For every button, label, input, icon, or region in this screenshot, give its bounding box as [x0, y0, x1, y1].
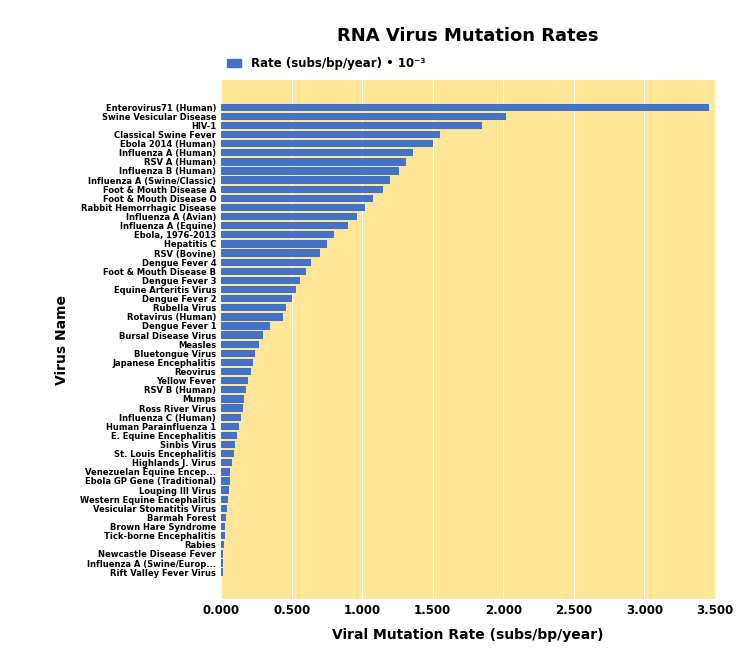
Bar: [221, 240, 327, 248]
Bar: [221, 332, 263, 339]
Bar: [221, 167, 399, 174]
Bar: [221, 194, 374, 202]
Bar: [221, 396, 244, 402]
Bar: [221, 541, 224, 548]
Bar: [221, 222, 348, 229]
Bar: [221, 414, 241, 421]
Bar: [221, 103, 709, 111]
Bar: [221, 350, 255, 357]
Bar: [221, 176, 391, 184]
Bar: [221, 441, 235, 448]
Bar: [221, 569, 223, 576]
Bar: [221, 496, 228, 503]
Y-axis label: Virus Name: Virus Name: [55, 294, 69, 385]
Bar: [221, 140, 433, 147]
Bar: [221, 113, 506, 120]
Bar: [221, 231, 334, 238]
Bar: [221, 513, 226, 521]
Bar: [221, 377, 248, 384]
Bar: [221, 131, 440, 138]
Bar: [221, 340, 259, 348]
Bar: [221, 122, 482, 129]
Bar: [221, 523, 226, 530]
Bar: [221, 486, 229, 494]
Bar: [221, 186, 383, 193]
Bar: [221, 277, 300, 284]
Bar: [221, 478, 229, 485]
Bar: [221, 249, 320, 256]
Bar: [221, 304, 286, 312]
Bar: [221, 450, 234, 458]
Bar: [221, 258, 312, 266]
Bar: [221, 432, 237, 439]
Bar: [221, 559, 223, 567]
Bar: [221, 149, 413, 157]
Bar: [221, 468, 230, 476]
Legend: Rate (subs/bp/year) • 10⁻³: Rate (subs/bp/year) • 10⁻³: [227, 57, 425, 70]
Bar: [221, 404, 243, 412]
Bar: [221, 550, 223, 557]
Bar: [221, 386, 245, 394]
Bar: [221, 423, 240, 430]
Bar: [221, 286, 296, 293]
Bar: [221, 368, 251, 375]
Bar: [221, 159, 406, 166]
Bar: [221, 295, 292, 302]
Bar: [221, 359, 253, 366]
Bar: [221, 459, 232, 466]
Bar: [221, 204, 365, 211]
Title: RNA Virus Mutation Rates: RNA Virus Mutation Rates: [338, 27, 598, 45]
Bar: [221, 532, 225, 539]
Bar: [221, 268, 306, 275]
Bar: [221, 322, 270, 330]
Bar: [221, 505, 227, 512]
X-axis label: Viral Mutation Rate (subs/bp/year): Viral Mutation Rate (subs/bp/year): [332, 629, 604, 643]
Bar: [221, 313, 283, 320]
Bar: [221, 213, 357, 220]
